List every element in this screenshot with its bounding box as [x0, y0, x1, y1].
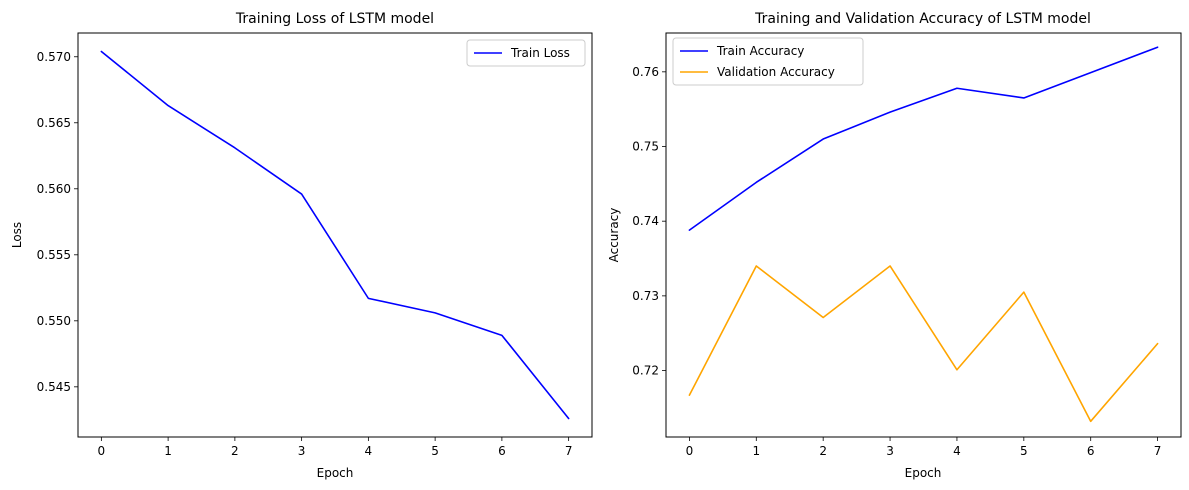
loss-chart: Training Loss of LSTM model 0 1 2 3 4 5 6 7 0.5… — [10, 11, 593, 480]
accuracy-legend-box — [672, 37, 864, 86]
y-tick-label: 0.72 — [632, 364, 659, 378]
x-tick-label: 1 — [164, 444, 172, 458]
loss-plot-area — [77, 32, 593, 438]
accuracy-chart-title: Training and Validation Accuracy of LSTM… — [754, 11, 1091, 27]
y-tick-label: 0.75 — [632, 140, 659, 154]
x-tick-label: 6 — [498, 444, 506, 458]
accuracy-x-ticks: 0 1 2 3 4 5 6 7 — [686, 437, 1162, 458]
x-tick-label: 3 — [298, 444, 306, 458]
accuracy-series — [688, 46, 1159, 423]
loss-chart-title: Training Loss of LSTM model — [235, 11, 434, 27]
x-tick-label: 6 — [1087, 444, 1095, 458]
x-tick-label: 4 — [953, 444, 961, 458]
x-tick-label: 7 — [565, 444, 573, 458]
y-tick-label: 0.565 — [37, 116, 71, 130]
x-tick-label: 3 — [886, 444, 894, 458]
y-tick-label: 0.560 — [37, 182, 71, 196]
x-tick-label: 5 — [431, 444, 439, 458]
y-tick-label: 0.570 — [37, 50, 71, 64]
accuracy-plot-area — [665, 32, 1182, 438]
y-tick-label: 0.550 — [37, 314, 71, 328]
loss-x-axis-label: Epoch — [317, 466, 354, 480]
y-tick-label: 0.545 — [37, 380, 71, 394]
loss-legend: Train Loss — [466, 39, 586, 67]
accuracy-y-axis-label: Accuracy — [607, 208, 621, 263]
y-tick-label: 0.76 — [632, 65, 659, 79]
loss-y-ticks: 0.545 0.550 0.555 0.560 0.565 0.570 — [37, 50, 78, 394]
x-tick-label: 5 — [1020, 444, 1028, 458]
series-line-train-accuracy — [688, 46, 1159, 231]
loss-x-ticks: 0 1 2 3 4 5 6 7 — [98, 437, 573, 458]
accuracy-x-axis-label: Epoch — [905, 466, 942, 480]
series-line-validation-accuracy — [688, 265, 1159, 423]
series-line-train-loss — [100, 50, 570, 420]
x-tick-label: 0 — [98, 444, 106, 458]
x-tick-label: 4 — [365, 444, 373, 458]
accuracy-legend-label-train-accuracy: Train Accuracy — [716, 44, 804, 58]
x-tick-label: 1 — [752, 444, 760, 458]
y-tick-label: 0.73 — [632, 289, 659, 303]
loss-legend-label-train-loss: Train Loss — [510, 46, 570, 60]
x-tick-label: 0 — [686, 444, 694, 458]
y-tick-label: 0.74 — [632, 214, 659, 228]
x-tick-label: 7 — [1154, 444, 1162, 458]
loss-y-axis-label: Loss — [10, 222, 24, 248]
accuracy-legend-label-validation-accuracy: Validation Accuracy — [717, 65, 835, 79]
x-tick-label: 2 — [231, 444, 239, 458]
x-tick-label: 2 — [819, 444, 827, 458]
accuracy-chart: Training and Validation Accuracy of LSTM… — [607, 11, 1182, 480]
accuracy-y-ticks: 0.72 0.73 0.74 0.75 0.76 — [632, 65, 666, 378]
accuracy-legend: Train Accuracy Validation Accuracy — [672, 37, 864, 86]
loss-series — [100, 50, 570, 420]
y-tick-label: 0.555 — [37, 248, 71, 262]
loss-legend-box — [466, 39, 586, 67]
